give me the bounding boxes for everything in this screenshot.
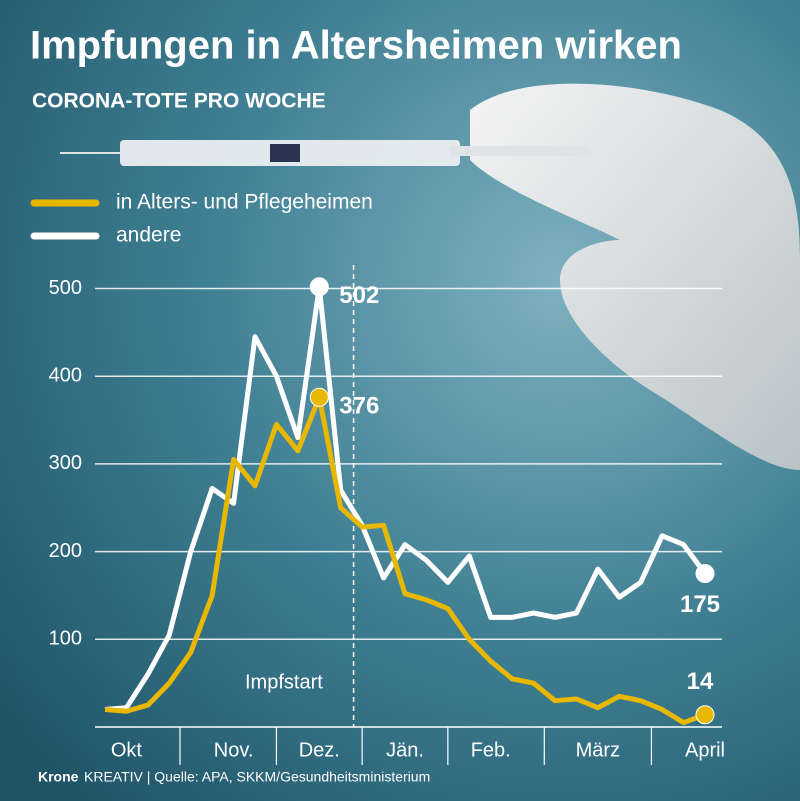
point — [695, 705, 715, 725]
x-tick-label: Feb. — [471, 739, 511, 761]
x-tick-label: April — [685, 739, 725, 761]
subtitle: CORONA-TOTE PRO WOCHE — [32, 90, 326, 113]
value-label: 376 — [339, 393, 379, 420]
y-tick-label: 500 — [49, 277, 82, 299]
value-label: 502 — [339, 282, 379, 309]
illustration — [60, 83, 800, 471]
source: KREATIV | Quelle: APA, SKKM/Gesundheitsm… — [84, 769, 430, 785]
x-tick-label: Jän. — [386, 739, 424, 761]
value-label: 175 — [680, 591, 720, 618]
point — [309, 387, 329, 407]
x-tick-label: Dez. — [299, 739, 340, 761]
x-tick-label: März — [576, 739, 620, 761]
legend-label: in Alters- und Pflegeheimen — [116, 191, 373, 214]
point — [695, 564, 715, 584]
y-tick-label: 300 — [49, 452, 82, 474]
title: Impfungen in Altersheimen wirken — [30, 24, 682, 68]
y-tick-label: 400 — [49, 365, 82, 387]
y-tick-label: 200 — [49, 540, 82, 562]
annotation: Impfstart — [245, 671, 323, 693]
series-line — [104, 284, 708, 712]
source-brand: Krone — [38, 769, 79, 785]
x-tick-label: Okt — [111, 739, 143, 761]
legend-label: andere — [116, 224, 181, 247]
series-line — [104, 394, 706, 726]
x-tick-label: Nov. — [214, 739, 254, 761]
y-tick-label: 100 — [49, 628, 82, 650]
point — [309, 277, 329, 297]
value-label: 14 — [687, 668, 714, 695]
